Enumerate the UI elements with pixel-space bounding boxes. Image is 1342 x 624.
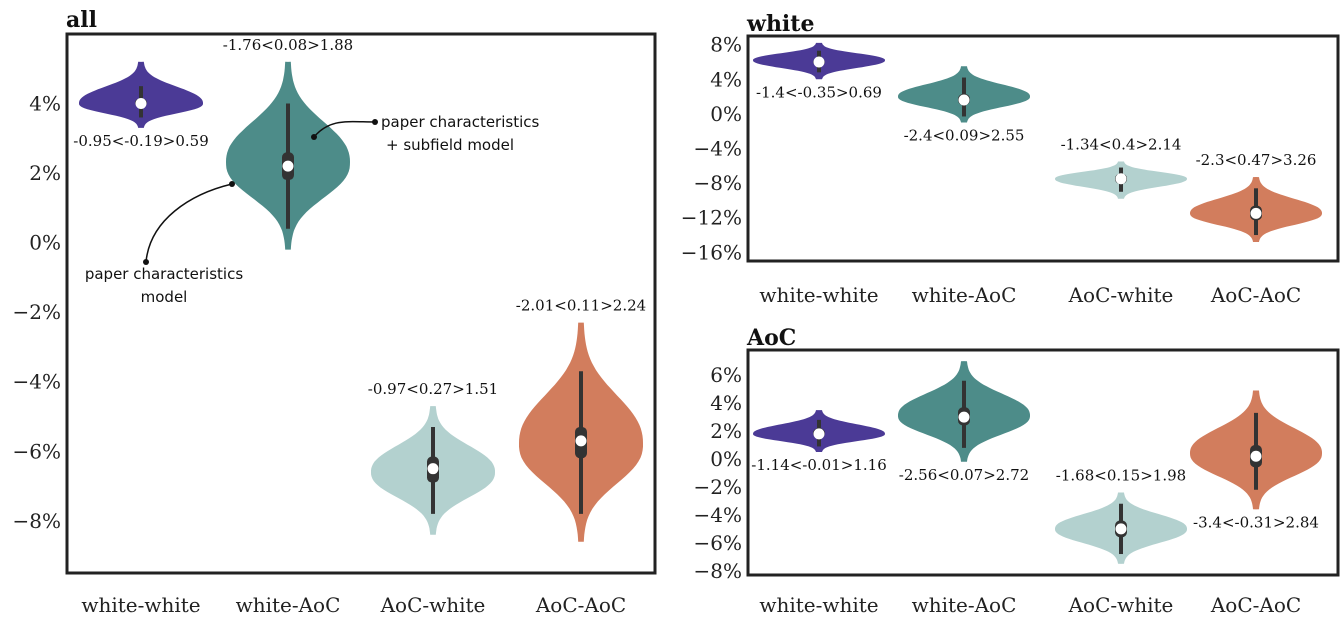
- chart-title: AoC: [746, 325, 796, 351]
- callout-dot: [311, 134, 317, 140]
- y-tick-label: 0%: [710, 447, 742, 471]
- violin-white-aoc: -1.76<0.08>1.88: [223, 36, 353, 250]
- violin-white-white: -1.4<-0.35>0.69: [753, 42, 885, 101]
- interval-annotation: -1.68<0.15>1.98: [1056, 467, 1186, 485]
- y-tick-label: −6%: [13, 439, 62, 463]
- interval-annotation: -2.56<0.07>2.72: [899, 466, 1029, 484]
- y-tick-label: −2%: [694, 475, 743, 499]
- x-tick-label-aoc-white: AoC-white: [1068, 593, 1174, 617]
- median-point: [282, 160, 294, 172]
- interval-annotation: -1.34<0.4>2.14: [1061, 135, 1182, 153]
- x-tick-label-aoc-white: AoC-white: [380, 593, 486, 617]
- y-tick-label: 4%: [29, 92, 61, 116]
- median-point: [575, 435, 587, 447]
- y-tick-label: −16%: [681, 240, 742, 264]
- interval-annotation: -3.4<-0.31>2.84: [1193, 513, 1319, 531]
- x-tick-label-white-aoc: white-AoC: [912, 593, 1017, 617]
- callout-label: + subfield model: [386, 136, 514, 154]
- median-point: [135, 98, 147, 110]
- plot-frame: [65, 32, 657, 575]
- interval-annotation: -2.01<0.11>2.24: [516, 297, 646, 315]
- violin-aoc-white: -0.97<0.27>1.51: [368, 380, 498, 535]
- violin-aoc-white: -1.68<0.15>1.98: [1055, 467, 1187, 564]
- x-tick-label-white-white: white-white: [759, 593, 878, 617]
- y-tick-label: −8%: [694, 171, 743, 195]
- interval-annotation: -1.76<0.08>1.88: [223, 36, 353, 54]
- x-tick-label-aoc-white: AoC-white: [1068, 283, 1174, 307]
- y-tick-label: 2%: [29, 161, 61, 185]
- median-point: [1115, 173, 1127, 185]
- y-tick-label: −8%: [694, 559, 743, 583]
- y-tick-label: −4%: [694, 503, 743, 527]
- chart-panel-all: all 4% 2% 0% −2% −4% −6% −8% white-white white-Ao…: [13, 7, 657, 617]
- y-tick-label: 0%: [29, 231, 61, 255]
- y-tick-label: 2%: [710, 419, 742, 443]
- median-point: [427, 463, 439, 475]
- callout-leader: [145, 183, 233, 263]
- model-callouts: paper characteristics + subfield model pap…: [85, 113, 540, 306]
- x-tick-label-aoc-aoc: AoC-AoC: [1210, 593, 1301, 617]
- x-tick-label-white-aoc: white-AoC: [236, 593, 341, 617]
- interval-annotation: -1.4<-0.35>0.69: [756, 83, 882, 101]
- y-tick-label: 6%: [710, 363, 742, 387]
- callout-dot: [229, 181, 235, 187]
- violin-white-aoc: -2.4<0.09>2.55: [898, 66, 1030, 145]
- violin-aoc-white: -1.34<0.4>2.14: [1055, 135, 1187, 199]
- x-tick-label-aoc-aoc: AoC-AoC: [535, 593, 626, 617]
- y-tick-label: 4%: [710, 67, 742, 91]
- plot-frame: [746, 34, 1340, 263]
- chart-title: white: [746, 11, 814, 37]
- callout-dot: [372, 119, 378, 125]
- y-tick-label: 4%: [710, 391, 742, 415]
- y-tick-label: −6%: [694, 531, 743, 555]
- x-tick-label-aoc-aoc: AoC-AoC: [1210, 283, 1301, 307]
- y-tick-label: 0%: [710, 102, 742, 126]
- violin-aoc-aoc: -3.4<-0.31>2.84: [1190, 390, 1322, 531]
- x-tick-label-white-white: white-white: [81, 593, 200, 617]
- y-tick-label: 8%: [710, 33, 742, 57]
- y-tick-label: −4%: [694, 137, 743, 161]
- plot-frame: [746, 348, 1340, 577]
- interval-annotation: -2.3<0.47>3.26: [1196, 151, 1317, 169]
- median-point: [1250, 450, 1262, 462]
- callout-dot: [143, 259, 149, 265]
- interval-annotation: -0.97<0.27>1.51: [368, 380, 498, 398]
- x-tick-label-white-white: white-white: [759, 283, 878, 307]
- callout-label: paper characteristics: [85, 265, 244, 283]
- y-tick-label: −12%: [681, 206, 742, 230]
- interval-annotation: -2.4<0.09>2.55: [904, 127, 1025, 145]
- median-point: [958, 94, 970, 106]
- violin-aoc-aoc: -2.01<0.11>2.24: [516, 297, 646, 542]
- interval-annotation: -0.95<-0.19>0.59: [73, 132, 208, 150]
- median-point: [813, 56, 825, 68]
- median-point: [1115, 523, 1127, 535]
- callout-label: paper characteristics: [381, 113, 540, 131]
- interval-annotation: -1.14<-0.01>1.16: [751, 456, 886, 474]
- x-tick-label-white-aoc: white-AoC: [912, 283, 1017, 307]
- y-tick-label: −2%: [13, 300, 62, 324]
- violin-white-aoc: -2.56<0.07>2.72: [898, 361, 1030, 484]
- callout-leader: [313, 120, 376, 138]
- violin-white-white: -1.14<-0.01>1.16: [751, 410, 887, 474]
- y-tick-label: −8%: [13, 509, 62, 533]
- median-point: [813, 428, 825, 440]
- y-tick-label: −4%: [13, 370, 62, 394]
- violin-aoc-aoc: -2.3<0.47>3.26: [1190, 151, 1322, 242]
- median-point: [1250, 207, 1262, 219]
- violin-white-white: -0.95<-0.19>0.59: [73, 61, 209, 150]
- median-point: [958, 411, 970, 423]
- chart-title: all: [66, 7, 97, 33]
- callout-label: model: [141, 288, 188, 306]
